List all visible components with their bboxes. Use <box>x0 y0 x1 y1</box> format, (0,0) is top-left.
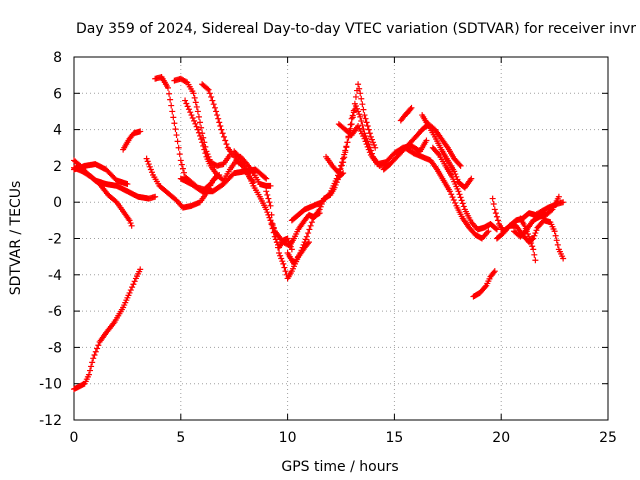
series-track-26 <box>493 217 567 262</box>
y-tick-label: -12 <box>39 413 62 429</box>
y-tick-label: -6 <box>48 304 62 320</box>
series-track-13 <box>263 188 312 282</box>
y-tick-label: -10 <box>39 377 62 393</box>
series-markers <box>71 161 131 188</box>
axes <box>73 56 609 421</box>
series-markers <box>231 148 295 253</box>
series-markers <box>71 266 144 393</box>
series-track-03 <box>71 161 131 188</box>
series-track-22 <box>402 144 492 242</box>
series-track-12 <box>231 148 295 253</box>
series-track-08 <box>171 75 233 169</box>
series-track-05 <box>71 266 144 393</box>
series-track-04 <box>120 128 144 153</box>
series-track-28 <box>517 215 539 264</box>
y-tick-label: 2 <box>53 159 62 175</box>
series-markers <box>397 104 415 124</box>
series-markers <box>419 112 475 191</box>
y-tick-label: -8 <box>48 340 62 356</box>
series-markers <box>171 75 233 169</box>
x-axis-label: GPS time / hours <box>281 459 398 475</box>
y-tick-label: 4 <box>53 123 62 139</box>
series-track-27 <box>511 193 562 240</box>
series-track-24 <box>470 268 498 300</box>
series-markers <box>470 268 498 300</box>
x-tick-labels: 0 5 10 15 20 25 <box>70 430 617 446</box>
series-track-21 <box>419 112 475 191</box>
y-tick-label: 0 <box>53 195 62 211</box>
series-markers <box>511 193 562 240</box>
y-tick-label: -4 <box>48 268 62 284</box>
x-tick-label: 25 <box>599 430 617 446</box>
series-markers <box>263 188 312 282</box>
series-markers <box>493 217 567 262</box>
series-markers <box>120 128 144 153</box>
series-markers <box>71 164 135 229</box>
data-series <box>71 73 567 393</box>
x-tick-label: 10 <box>279 430 297 446</box>
y-tick-labels: -12 -10 -8 -6 -4 -2 0 2 4 6 8 <box>39 50 62 429</box>
x-tick-label: 15 <box>385 430 403 446</box>
x-tick-label: 5 <box>176 430 185 446</box>
series-track-20 <box>397 104 415 124</box>
chart-title: Day 359 of 2024, Sidereal Day-to-day VTE… <box>76 21 636 37</box>
series-track-02 <box>71 164 135 229</box>
y-tick-label: -2 <box>48 232 62 248</box>
y-tick-label: 6 <box>53 86 62 102</box>
series-markers <box>429 144 500 233</box>
y-axis-label: SDTVAR / TECUs <box>8 181 24 296</box>
series-markers <box>517 215 539 264</box>
x-tick-label: 20 <box>492 430 510 446</box>
series-track-23 <box>429 144 500 233</box>
y-tick-label: 8 <box>53 50 62 66</box>
x-tick-label: 0 <box>70 430 79 446</box>
series-markers <box>402 144 492 242</box>
